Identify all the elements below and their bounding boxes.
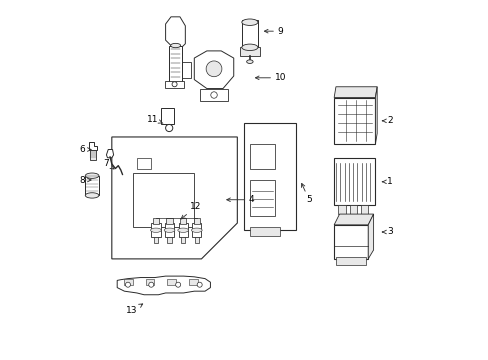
Ellipse shape bbox=[85, 173, 99, 179]
Text: 6: 6 bbox=[80, 145, 91, 154]
FancyBboxPatch shape bbox=[153, 237, 158, 243]
Text: 9: 9 bbox=[264, 27, 283, 36]
FancyBboxPatch shape bbox=[241, 21, 258, 47]
FancyBboxPatch shape bbox=[199, 89, 228, 101]
FancyBboxPatch shape bbox=[169, 46, 182, 82]
Polygon shape bbox=[333, 225, 367, 259]
Ellipse shape bbox=[150, 228, 161, 232]
FancyBboxPatch shape bbox=[133, 173, 194, 226]
Circle shape bbox=[206, 61, 222, 77]
Text: 10: 10 bbox=[255, 73, 285, 82]
FancyBboxPatch shape bbox=[249, 226, 280, 235]
FancyBboxPatch shape bbox=[349, 205, 356, 214]
Polygon shape bbox=[117, 276, 210, 295]
Circle shape bbox=[172, 82, 177, 87]
Text: 3: 3 bbox=[382, 228, 392, 237]
FancyBboxPatch shape bbox=[239, 47, 260, 56]
FancyBboxPatch shape bbox=[161, 108, 174, 125]
Polygon shape bbox=[333, 87, 376, 98]
FancyBboxPatch shape bbox=[181, 237, 185, 243]
Text: 1: 1 bbox=[382, 177, 392, 186]
FancyBboxPatch shape bbox=[338, 205, 345, 214]
Ellipse shape bbox=[191, 228, 202, 232]
Circle shape bbox=[148, 282, 153, 287]
Ellipse shape bbox=[164, 228, 175, 232]
Circle shape bbox=[210, 92, 217, 98]
Circle shape bbox=[197, 282, 202, 287]
FancyBboxPatch shape bbox=[192, 223, 201, 237]
Circle shape bbox=[125, 282, 130, 287]
Text: 12: 12 bbox=[181, 202, 202, 219]
Ellipse shape bbox=[241, 44, 258, 50]
Polygon shape bbox=[106, 149, 113, 158]
Polygon shape bbox=[112, 137, 237, 259]
FancyBboxPatch shape bbox=[124, 279, 133, 285]
FancyBboxPatch shape bbox=[152, 218, 159, 224]
FancyBboxPatch shape bbox=[249, 144, 274, 169]
Text: 13: 13 bbox=[125, 304, 142, 315]
Circle shape bbox=[165, 125, 172, 132]
FancyBboxPatch shape bbox=[85, 176, 99, 195]
FancyBboxPatch shape bbox=[335, 257, 366, 265]
FancyBboxPatch shape bbox=[164, 81, 184, 88]
Ellipse shape bbox=[241, 19, 258, 26]
FancyBboxPatch shape bbox=[360, 205, 367, 214]
Ellipse shape bbox=[170, 43, 180, 48]
FancyBboxPatch shape bbox=[166, 218, 172, 224]
Text: 7: 7 bbox=[103, 159, 114, 169]
FancyBboxPatch shape bbox=[193, 218, 200, 224]
FancyBboxPatch shape bbox=[180, 218, 186, 224]
FancyBboxPatch shape bbox=[167, 237, 171, 243]
FancyBboxPatch shape bbox=[145, 279, 154, 285]
FancyBboxPatch shape bbox=[333, 158, 375, 205]
FancyBboxPatch shape bbox=[178, 223, 187, 237]
Text: 5: 5 bbox=[301, 184, 311, 204]
FancyBboxPatch shape bbox=[171, 62, 190, 78]
FancyBboxPatch shape bbox=[188, 279, 197, 285]
FancyBboxPatch shape bbox=[244, 123, 296, 230]
Ellipse shape bbox=[178, 228, 188, 232]
Polygon shape bbox=[333, 214, 373, 225]
Circle shape bbox=[175, 282, 180, 287]
Text: 4: 4 bbox=[226, 195, 254, 204]
Polygon shape bbox=[194, 51, 233, 89]
Text: 8: 8 bbox=[80, 176, 91, 185]
Polygon shape bbox=[165, 17, 185, 47]
FancyBboxPatch shape bbox=[89, 149, 96, 160]
Ellipse shape bbox=[85, 193, 99, 198]
Polygon shape bbox=[88, 142, 97, 149]
Text: 11: 11 bbox=[147, 114, 163, 123]
Text: 2: 2 bbox=[382, 116, 392, 125]
FancyBboxPatch shape bbox=[164, 223, 174, 237]
FancyBboxPatch shape bbox=[137, 158, 151, 169]
FancyBboxPatch shape bbox=[151, 223, 160, 237]
Polygon shape bbox=[375, 87, 376, 144]
FancyBboxPatch shape bbox=[194, 237, 199, 243]
FancyBboxPatch shape bbox=[333, 98, 375, 144]
Ellipse shape bbox=[246, 60, 253, 63]
Polygon shape bbox=[367, 214, 373, 259]
FancyBboxPatch shape bbox=[167, 279, 176, 285]
FancyBboxPatch shape bbox=[249, 180, 274, 216]
